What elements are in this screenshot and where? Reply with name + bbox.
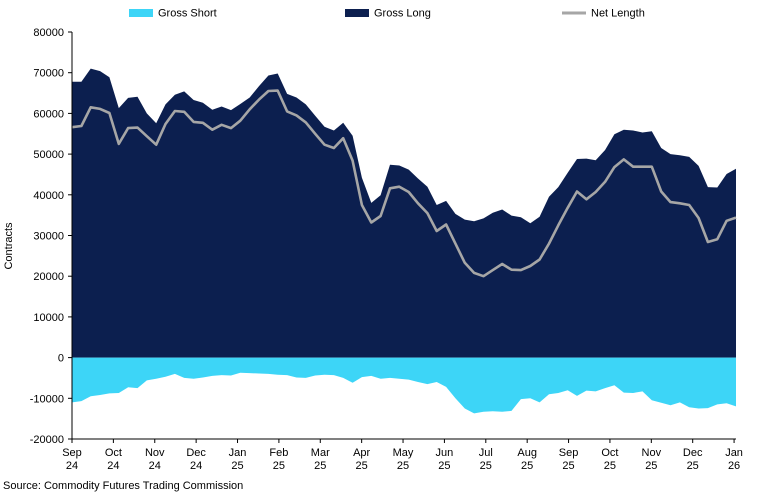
x-tick-label-month: Mar: [311, 447, 330, 459]
x-tick-label-month: Oct: [601, 447, 618, 459]
x-tick-label-year: 24: [190, 460, 202, 472]
x-tick-label-month: Apr: [353, 447, 370, 459]
y-tick-label: -20000: [30, 434, 64, 446]
x-tick-label-year: 25: [314, 460, 326, 472]
x-tick-label-year: 25: [562, 460, 574, 472]
x-tick-label-year: 25: [438, 460, 450, 472]
series-gross-short-area: [72, 357, 736, 414]
legend-label-net-length: Net Length: [591, 8, 645, 20]
legend-label-gross-short: Gross Short: [158, 8, 217, 20]
y-tick-label: 60000: [33, 108, 64, 120]
x-tick-label-year: 25: [231, 460, 243, 472]
x-tick-label-month: Sep: [559, 447, 579, 459]
x-tick-label-month: Oct: [105, 447, 122, 459]
x-tick-label-month: Jun: [436, 447, 454, 459]
x-tick-label-month: May: [393, 447, 414, 459]
x-tick-label-year: 24: [66, 460, 78, 472]
x-tick-label-year: 24: [107, 460, 119, 472]
y-axis-title: Contracts: [3, 222, 15, 270]
y-tick-label: 30000: [33, 231, 64, 243]
y-tick-label: 40000: [33, 190, 64, 202]
y-tick-label: 50000: [33, 149, 64, 161]
y-tick-label: 70000: [33, 68, 64, 80]
x-tick-label-month: Dec: [186, 447, 206, 459]
x-tick-label-year: 25: [521, 460, 533, 472]
x-tick-label-month: Nov: [145, 447, 165, 459]
legend-swatch-gross-long: [345, 9, 369, 17]
x-tick-label-year: 25: [397, 460, 409, 472]
x-tick-label-month: Dec: [683, 447, 703, 459]
x-tick-label-month: Nov: [642, 447, 662, 459]
x-tick-label-year: 25: [273, 460, 285, 472]
plot-area: [71, 68, 737, 414]
series-net-length-line: [71, 89, 737, 278]
x-tick-label-month: Jan: [229, 447, 247, 459]
x-tick-label-month: Sep: [62, 447, 82, 459]
x-tick-label-year: 25: [645, 460, 657, 472]
x-tick-label-year: 24: [149, 460, 161, 472]
x-tick-label-month: Jan: [725, 447, 743, 459]
legend-label-gross-long: Gross Long: [374, 8, 431, 20]
x-tick-label-month: Aug: [517, 447, 537, 459]
y-tick-label: 80000: [33, 27, 64, 39]
series-gross-long-area: [72, 68, 736, 358]
source-note: Source: Commodity Futures Trading Commis…: [3, 480, 244, 492]
x-tick-label-year: 25: [687, 460, 699, 472]
x-axis: Sep24Oct24Nov24Dec24Jan25Feb25Mar25Apr25…: [62, 438, 743, 472]
y-tick-label: -10000: [30, 393, 64, 405]
y-tick-label: 0: [58, 353, 64, 365]
y-tick-label: 10000: [33, 312, 64, 324]
x-tick-label-year: 25: [480, 460, 492, 472]
x-tick-label-year: 25: [604, 460, 616, 472]
y-tick-label: 20000: [33, 271, 64, 283]
x-tick-label-year: 25: [356, 460, 368, 472]
y-axis: 80000 70000 60000 50000 40000 30000 20000 10000…: [30, 27, 73, 446]
x-tick-label-year: 26: [728, 460, 740, 472]
x-tick-label-month: Jul: [479, 447, 493, 459]
legend-swatch-gross-short: [129, 9, 153, 17]
x-tick-label-month: Feb: [269, 447, 288, 459]
legend: Gross Short Gross Long Net Length: [129, 8, 645, 20]
